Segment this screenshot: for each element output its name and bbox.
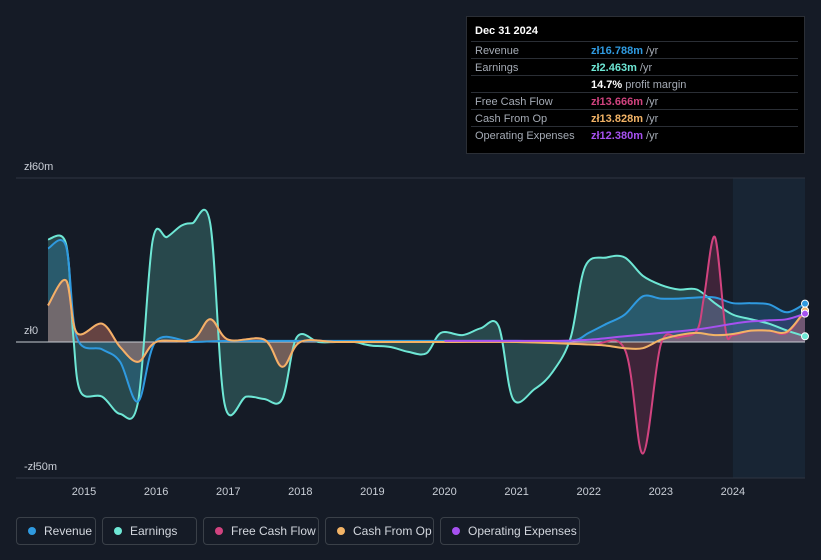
revenue-area: [48, 239, 805, 402]
tooltip-value-fcf: zł13.666m: [591, 96, 643, 108]
x-tick-label: 2018: [288, 486, 312, 498]
chart: zł60m zł0 -zł50m 2015 2016 2017 2018 2019 202…: [16, 161, 809, 498]
legend-item-earnings[interactable]: Earnings: [102, 517, 197, 545]
tooltip-unit: /yr: [642, 45, 659, 57]
y-label-bottom: -zł50m: [24, 461, 57, 473]
tooltip-label: Earnings: [475, 62, 519, 74]
legend-label: Operating Expenses: [468, 524, 577, 538]
legend-item-free-cash-flow[interactable]: Free Cash Flow: [203, 517, 319, 545]
legend-label: Free Cash Flow: [231, 524, 316, 538]
tooltip-value: zł2.463m /yr: [591, 62, 652, 74]
tooltip-unit: profit margin: [622, 79, 687, 91]
legend-label: Cash From Op: [353, 524, 432, 538]
tooltip-value: 14.7% profit margin: [591, 79, 686, 91]
tooltip-row-cfo: Cash From Op zł13.828m /yr: [471, 109, 798, 127]
x-tick-labels: 2015 2016 2017 2018 2019 2020 2021 2022 2023 2024: [72, 486, 745, 498]
revenue-dot-icon: [28, 527, 36, 535]
cash-from-op-line: [47, 278, 806, 368]
tooltip-label: Revenue: [475, 45, 520, 57]
x-tick-label: 2021: [504, 486, 528, 498]
tooltip-label: Cash From Op: [475, 113, 548, 125]
earnings-end-dot: [801, 332, 809, 341]
tooltip-row-earnings: Earnings zł2.463m /yr: [471, 58, 798, 76]
y-label-zero: zł0: [24, 325, 38, 337]
legend-item-operating-expenses[interactable]: Operating Expenses: [440, 517, 580, 545]
legend-label: Earnings: [130, 524, 178, 538]
tooltip-value: zł16.788m /yr: [591, 45, 658, 57]
tooltip-value-revenue: zł16.788m: [591, 45, 643, 57]
earnings-area: [48, 209, 805, 419]
operating-expenses-line: [444, 312, 806, 342]
cash-from-op-area: [48, 279, 805, 367]
tooltip-value: zł13.828m /yr: [591, 113, 658, 125]
free-cash-flow-area: [48, 236, 805, 454]
tooltip-label: Free Cash Flow: [475, 96, 553, 108]
legend-label: Revenue: [44, 524, 93, 538]
tooltip-value: zł13.666m /yr: [591, 96, 658, 108]
free-cash-flow-dot-icon: [215, 527, 223, 535]
area-layer: [48, 209, 805, 454]
tooltip-value-opex: zł12.380m: [591, 130, 643, 142]
cash-from-op-dot-icon: [337, 527, 345, 535]
tooltip-unit: /yr: [642, 96, 659, 108]
tooltip-unit: /yr: [642, 130, 659, 142]
tooltip: Dec 31 2024 Revenue zł16.788m /yr Earnin…: [466, 16, 805, 154]
legend-item-revenue[interactable]: Revenue: [16, 517, 96, 545]
earnings-dot-icon: [114, 527, 122, 535]
tooltip-value: zł12.380m /yr: [591, 130, 658, 142]
tooltip-value-earnings: zł2.463m: [591, 62, 637, 74]
operating-expenses-dot-icon: [452, 527, 460, 535]
line-layer: [47, 208, 806, 455]
x-tick-label: 2017: [216, 486, 240, 498]
tooltip-value-margin: 14.7%: [591, 79, 623, 91]
tooltip-date: Dec 31 2024: [475, 25, 538, 37]
x-tick-label: 2016: [144, 486, 168, 498]
tooltip-row-fcf: Free Cash Flow zł13.666m /yr: [471, 92, 798, 110]
earnings-line: [47, 208, 806, 420]
y-label-top: zł60m: [24, 161, 53, 173]
operating-expenses-end-dot: [801, 309, 809, 318]
x-tick-label: 2023: [649, 486, 673, 498]
tooltip-unit: /yr: [642, 113, 659, 125]
tooltip-value-cfo: zł13.828m: [591, 113, 643, 125]
end-dots: [801, 299, 809, 341]
x-tick-label: 2015: [72, 486, 96, 498]
tooltip-row-revenue: Revenue zł16.788m /yr: [471, 41, 798, 59]
x-tick-label: 2024: [721, 486, 745, 498]
x-tick-label: 2019: [360, 486, 384, 498]
tooltip-row-margin: 14.7% profit margin: [471, 75, 798, 93]
revenue-end-dot: [801, 299, 809, 308]
tooltip-label: Operating Expenses: [475, 130, 575, 142]
tooltip-unit: /yr: [636, 62, 653, 74]
x-tick-label: 2022: [576, 486, 600, 498]
x-tick-label: 2020: [432, 486, 456, 498]
legend-item-cash-from-op[interactable]: Cash From Op: [325, 517, 434, 545]
tooltip-row-opex: Operating Expenses zł12.380m /yr: [471, 126, 798, 144]
